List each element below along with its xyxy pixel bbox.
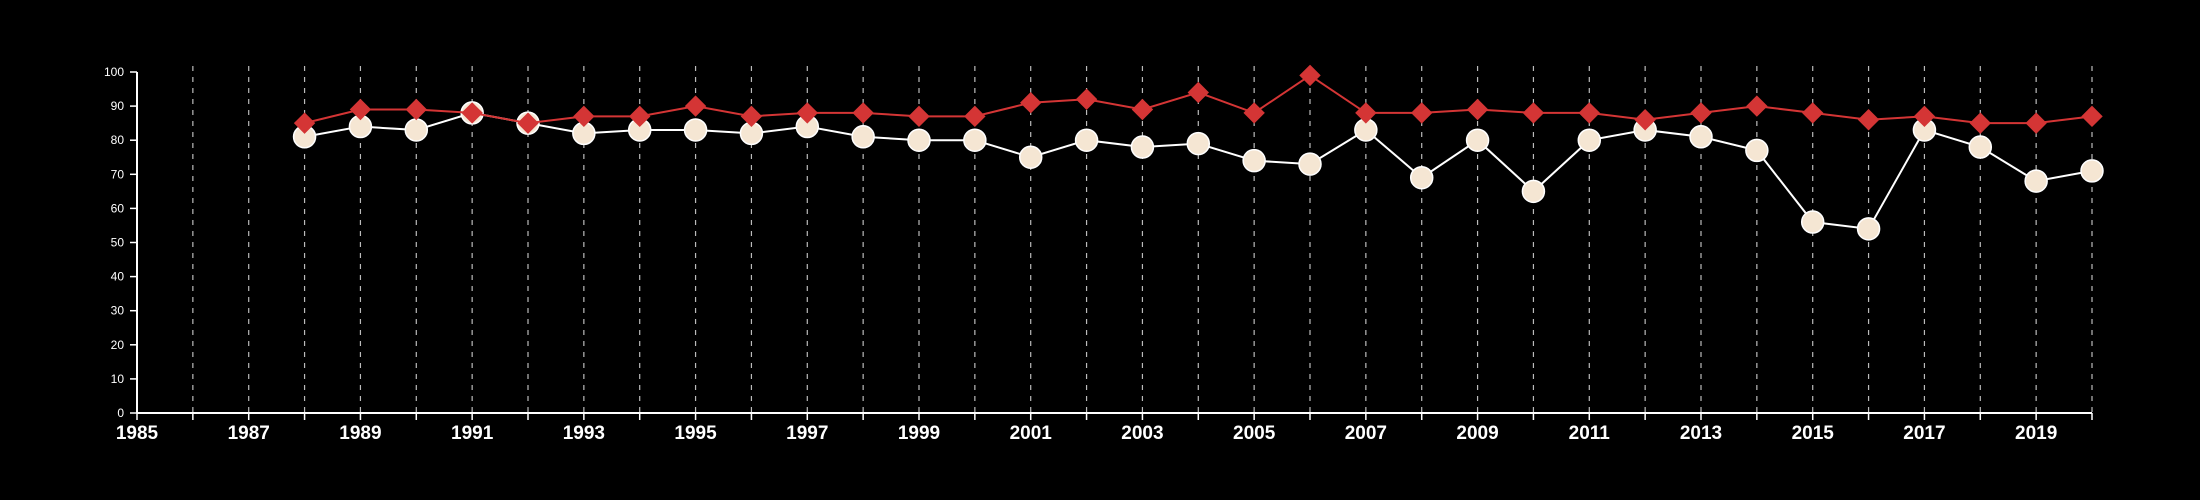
x-tick-label: 2003 (1121, 423, 1163, 444)
x-tick-label: 2013 (1680, 423, 1722, 444)
data-point (1690, 102, 1712, 124)
data-point (2024, 169, 2048, 193)
y-tick-label: 70 (111, 167, 125, 181)
x-tick-label: 1999 (898, 423, 940, 444)
data-point (1018, 145, 1043, 169)
x-tick-label: 1987 (228, 423, 270, 444)
data-point (573, 105, 595, 128)
y-tick-label: 60 (111, 201, 125, 215)
data-point (1186, 131, 1211, 156)
data-point (1522, 102, 1545, 124)
data-point (2081, 105, 2103, 128)
data-point (1299, 64, 1321, 87)
x-tick-label: 2019 (2015, 423, 2057, 444)
data-point (1130, 135, 1155, 159)
data-point (1411, 102, 1433, 124)
data-point (1856, 217, 1881, 241)
x-tick-label: 2005 (1233, 423, 1276, 444)
y-tick-label: 90 (111, 99, 125, 113)
x-tick-label: 1991 (451, 423, 494, 444)
data-point (964, 105, 986, 128)
series-circle (292, 101, 2104, 241)
y-tick-label: 0 (117, 406, 124, 420)
y-tick-label: 80 (111, 133, 125, 147)
data-point (1243, 102, 1265, 124)
data-point (1578, 102, 1600, 124)
y-tick-label: 50 (111, 236, 125, 250)
axes: 1985 1987 1989 1991 1993 1995 1997 1999 2001 2003… (104, 65, 2093, 444)
data-point (1577, 128, 1602, 152)
x-tick-label: 1989 (339, 423, 381, 444)
y-tick-label: 30 (111, 304, 125, 318)
data-point (1689, 125, 1713, 149)
series-group (292, 64, 2104, 241)
data-point (1020, 91, 1042, 114)
data-point (1968, 135, 1993, 159)
data-point (851, 125, 875, 149)
data-point (1242, 148, 1266, 173)
y-tick-label: 100 (104, 65, 124, 79)
data-point (683, 118, 708, 142)
data-point (1131, 98, 1154, 121)
series-diamond (293, 64, 2103, 134)
x-tick-label: 1985 (116, 423, 159, 444)
data-point (852, 102, 874, 124)
data-point (907, 128, 931, 152)
data-point (1355, 102, 1377, 124)
data-point (963, 128, 987, 152)
y-tick-label: 20 (111, 338, 125, 352)
x-tick-label: 2011 (1569, 423, 1611, 444)
data-point (461, 102, 483, 124)
data-point (1465, 128, 1490, 152)
data-point (1298, 152, 1322, 176)
data-point (1466, 98, 1489, 121)
x-tick-label: 1995 (674, 423, 717, 444)
data-point (796, 102, 818, 124)
data-point (629, 105, 651, 128)
data-point (684, 95, 707, 117)
data-point (1802, 102, 1824, 124)
x-tick-label: 2009 (1456, 423, 1498, 444)
data-point (1634, 109, 1656, 131)
data-point (740, 105, 763, 128)
data-point (1074, 128, 1099, 152)
x-tick-label: 1993 (563, 423, 605, 444)
data-point (1187, 81, 1209, 104)
y-tick-label: 10 (111, 372, 125, 386)
data-point (349, 98, 372, 121)
data-point (1913, 105, 1936, 128)
data-point (1800, 210, 1825, 234)
data-point (1745, 138, 1769, 163)
data-point (293, 112, 316, 134)
x-tick-label: 1997 (786, 423, 828, 444)
x-tick-label: 2017 (1903, 423, 1945, 444)
x-tick-label: 2001 (1010, 423, 1053, 444)
data-point (405, 98, 427, 121)
data-point (517, 112, 539, 134)
x-tick-label: 2007 (1345, 423, 1387, 444)
x-tick-label: 2015 (1792, 423, 1835, 444)
data-point (2080, 159, 2104, 183)
data-point (1075, 88, 1098, 110)
data-point (2025, 112, 2047, 134)
data-point (908, 105, 930, 128)
data-point (1409, 165, 1434, 190)
y-tick-label: 40 (111, 270, 125, 284)
data-point (404, 118, 429, 142)
data-point (1969, 112, 1991, 134)
data-point (1857, 109, 1880, 131)
data-point (1746, 95, 1768, 117)
data-point (1521, 179, 1546, 204)
